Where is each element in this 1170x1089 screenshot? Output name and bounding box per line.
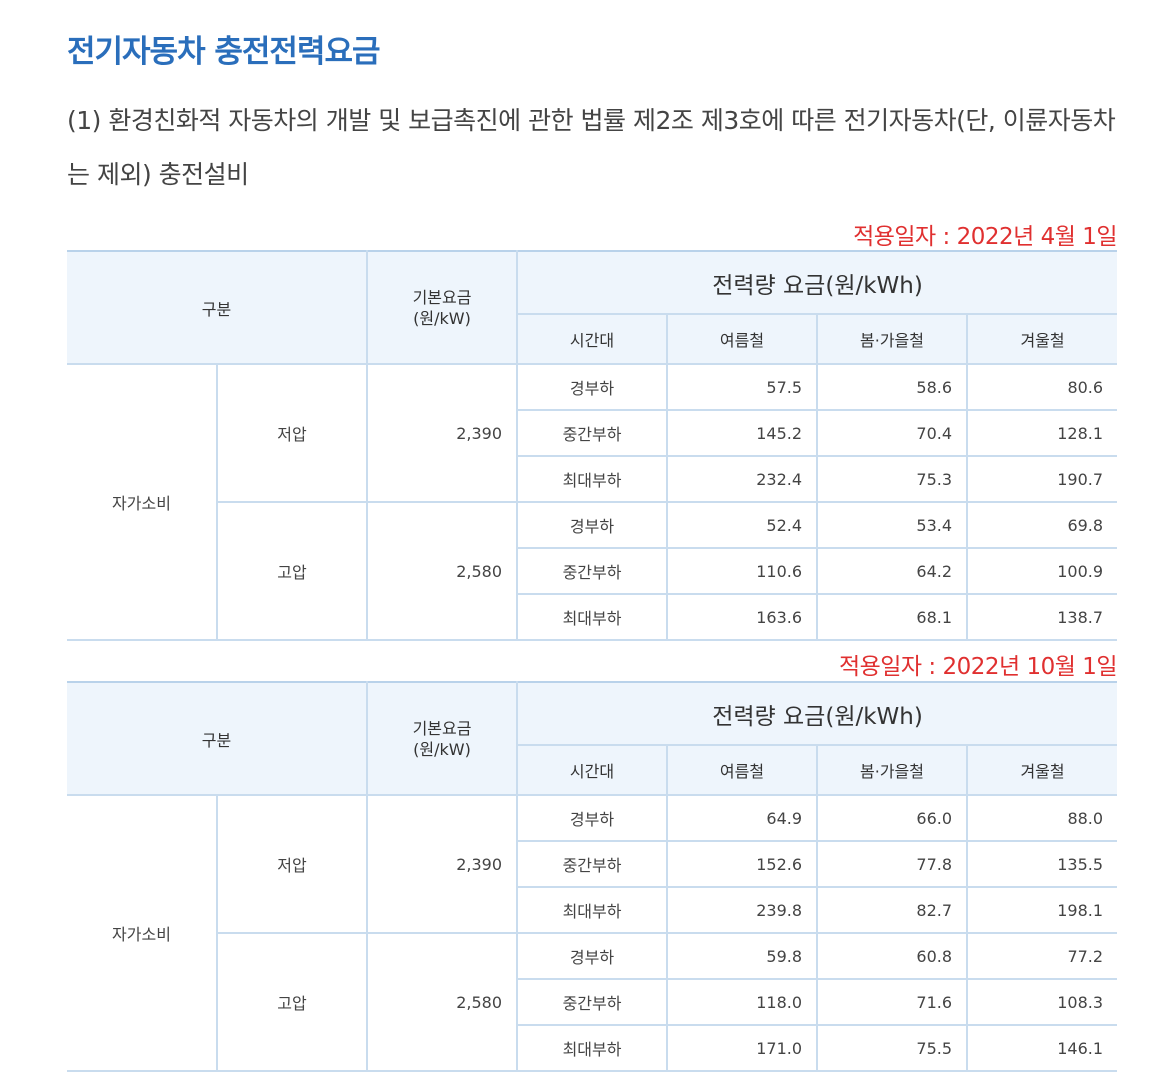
base-fee-cell: 2,390: [366, 794, 519, 934]
winter-cell: 100.9: [966, 547, 1118, 595]
spring-fall-cell: 64.2: [816, 547, 969, 595]
intro-paragraph: (1) 환경친화적 자동차의 개발 및 보급촉진에 관한 법률 제2조 제3호에…: [67, 106, 1116, 189]
winter-cell: 128.1: [966, 409, 1118, 457]
time-cell: 중간부하: [516, 840, 669, 888]
table-row: 최대부하 171.0 75.5 146.1: [67, 1024, 1118, 1072]
spring-fall-cell: 53.4: [816, 501, 969, 549]
voltage-cell: 고압: [215, 501, 369, 641]
time-cell: 경부하: [516, 932, 669, 980]
time-cell: 최대부하: [516, 886, 669, 934]
table-row: 중간부하 110.6 64.2 100.9: [67, 547, 1118, 595]
header-summer: 여름철: [666, 314, 819, 364]
spring-fall-cell: 58.6: [816, 363, 969, 411]
table-row: 자가소비 저압 2,390 경부하 57.5 58.6 80.6: [67, 363, 1118, 641]
table-row: 최대부하 232.4 75.3 190.7: [67, 455, 1118, 503]
spring-fall-cell: 60.8: [816, 932, 969, 980]
header-category: 구분: [67, 682, 369, 796]
table-row: 중간부하 118.0 71.6 108.3: [67, 978, 1118, 1026]
winter-cell: 135.5: [966, 840, 1118, 888]
header-spring-fall: 봄·가을철: [816, 314, 969, 364]
summer-cell: 232.4: [666, 455, 819, 503]
summer-cell: 110.6: [666, 547, 819, 595]
spring-fall-cell: 66.0: [816, 794, 969, 842]
page-title: 전기자동차 충전전력요금: [67, 34, 381, 70]
header-base-fee-label: 기본요금: [412, 287, 472, 307]
winter-cell: 108.3: [966, 978, 1118, 1026]
rate-table-2: 구분 기본요금 (원/kW) 전력량 요금(원/kWh) 시간대 여름철 봄·가…: [67, 681, 1118, 1072]
base-fee-cell: 2,390: [366, 363, 519, 503]
rate-table-1: 구분 기본요금 (원/kW) 전력량 요금(원/kWh) 시간대 여름철 봄·가…: [67, 250, 1118, 641]
winter-cell: 198.1: [966, 886, 1118, 934]
header-energy-fee: 전력량 요금(원/kWh): [516, 251, 1118, 315]
header-base-fee: 기본요금 (원/kW): [366, 682, 519, 796]
winter-cell: 80.6: [966, 363, 1118, 411]
winter-cell: 138.7: [966, 593, 1118, 641]
header-winter: 겨울철: [966, 314, 1118, 364]
group-cell: 자가소비: [67, 794, 218, 1072]
header-summer: 여름철: [666, 745, 819, 795]
header-category: 구분: [67, 251, 369, 365]
voltage-cell: 고압: [215, 932, 369, 1072]
summer-cell: 239.8: [666, 886, 819, 934]
time-cell: 최대부하: [516, 455, 669, 503]
table-row: 최대부하 163.6 68.1 138.7: [67, 593, 1118, 641]
summer-cell: 171.0: [666, 1024, 819, 1072]
time-cell: 최대부하: [516, 1024, 669, 1072]
table-row: 자가소비 저압 2,390 경부하 64.9 66.0 88.0: [67, 794, 1118, 1072]
winter-cell: 190.7: [966, 455, 1118, 503]
winter-cell: 69.8: [966, 501, 1118, 549]
time-cell: 중간부하: [516, 547, 669, 595]
voltage-cell: 저압: [215, 794, 369, 934]
winter-cell: 88.0: [966, 794, 1118, 842]
summer-cell: 152.6: [666, 840, 819, 888]
spring-fall-cell: 75.3: [816, 455, 969, 503]
time-cell: 최대부하: [516, 593, 669, 641]
time-cell: 중간부하: [516, 409, 669, 457]
header-time: 시간대: [516, 314, 669, 364]
header-winter: 겨울철: [966, 745, 1118, 795]
effective-date-1: 적용일자 : 2022년 4월 1일: [853, 224, 1117, 250]
table-row: 고압 2,580 경부하 59.8 60.8 77.2: [67, 932, 1118, 1072]
header-base-fee-unit: (원/kW): [413, 308, 471, 328]
header-spring-fall: 봄·가을철: [816, 745, 969, 795]
header-energy-fee: 전력량 요금(원/kWh): [516, 682, 1118, 746]
base-fee-cell: 2,580: [366, 501, 519, 641]
summer-cell: 64.9: [666, 794, 819, 842]
winter-cell: 77.2: [966, 932, 1118, 980]
spring-fall-cell: 68.1: [816, 593, 969, 641]
spring-fall-cell: 75.5: [816, 1024, 969, 1072]
header-base-fee-unit: (원/kW): [413, 739, 471, 759]
spring-fall-cell: 82.7: [816, 886, 969, 934]
time-cell: 경부하: [516, 363, 669, 411]
time-cell: 경부하: [516, 501, 669, 549]
time-cell: 중간부하: [516, 978, 669, 1026]
summer-cell: 163.6: [666, 593, 819, 641]
header-base-fee: 기본요금 (원/kW): [366, 251, 519, 365]
spring-fall-cell: 71.6: [816, 978, 969, 1026]
spring-fall-cell: 70.4: [816, 409, 969, 457]
summer-cell: 118.0: [666, 978, 819, 1026]
group-cell: 자가소비: [67, 363, 218, 641]
header-base-fee-label: 기본요금: [412, 718, 472, 738]
summer-cell: 52.4: [666, 501, 819, 549]
header-time: 시간대: [516, 745, 669, 795]
table-row: 고압 2,580 경부하 52.4 53.4 69.8: [67, 501, 1118, 641]
winter-cell: 146.1: [966, 1024, 1118, 1072]
table-row: 중간부하 145.2 70.4 128.1: [67, 409, 1118, 457]
summer-cell: 57.5: [666, 363, 819, 411]
spring-fall-cell: 77.8: [816, 840, 969, 888]
table-row: 중간부하 152.6 77.8 135.5: [67, 840, 1118, 888]
summer-cell: 59.8: [666, 932, 819, 980]
table-row: 최대부하 239.8 82.7 198.1: [67, 886, 1118, 934]
time-cell: 경부하: [516, 794, 669, 842]
effective-date-2: 적용일자 : 2022년 10월 1일: [838, 654, 1118, 680]
summer-cell: 145.2: [666, 409, 819, 457]
base-fee-cell: 2,580: [366, 932, 519, 1072]
voltage-cell: 저압: [215, 363, 369, 503]
